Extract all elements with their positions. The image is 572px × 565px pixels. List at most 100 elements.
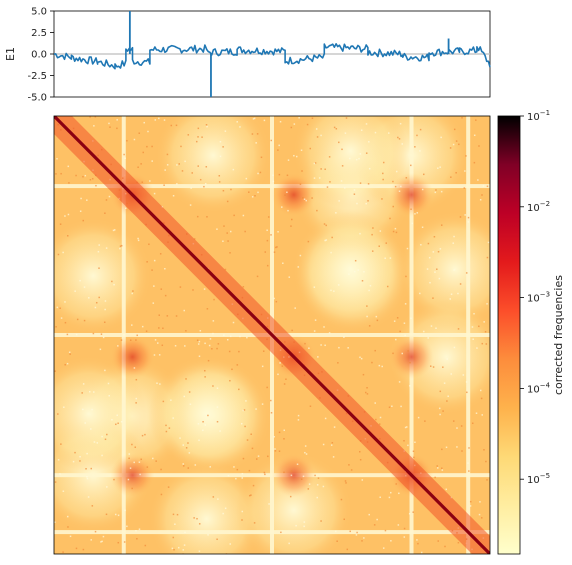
heatmap-pixel xyxy=(253,117,256,120)
heatmap-pixel xyxy=(151,160,153,162)
heatmap-pixel xyxy=(403,322,406,324)
heatmap-pixel xyxy=(95,184,97,187)
heatmap-pixel xyxy=(196,517,198,520)
heatmap-pixel xyxy=(245,177,248,180)
heatmap-pixel xyxy=(62,490,65,493)
heatmap-diagonal xyxy=(54,116,490,554)
heatmap-pixel xyxy=(278,173,281,176)
heatmap-pixel xyxy=(419,150,421,152)
heatmap-pixel xyxy=(409,385,411,387)
heatmap-pixel xyxy=(219,430,221,432)
heatmap-pixel xyxy=(173,548,175,551)
heatmap-pixel xyxy=(320,134,322,137)
heatmap-pixel xyxy=(444,545,446,548)
heatmap-pixel xyxy=(456,446,458,448)
e1-panel: 5.0 2.5 0.0 -2.5 -5.0 E1 xyxy=(4,7,491,104)
heatmap-pixel xyxy=(160,288,163,290)
heatmap-pixel xyxy=(79,279,81,282)
heatmap-pixel xyxy=(366,387,368,389)
heatmap-pixel xyxy=(303,521,306,523)
heatmap-pixel xyxy=(371,250,374,252)
heatmap-pixel xyxy=(176,513,179,516)
heatmap-pixel xyxy=(183,309,185,312)
heatmap-pixel xyxy=(261,403,264,405)
heatmap-pixel xyxy=(131,443,133,446)
heatmap-pixel xyxy=(440,136,442,139)
heatmap-pixel xyxy=(141,325,144,328)
heatmap-pixel xyxy=(222,189,225,192)
heatmap-pixel xyxy=(458,143,460,146)
heatmap-pixel xyxy=(229,335,232,338)
heatmap-pixel xyxy=(263,471,266,474)
heatmap-pixel xyxy=(149,180,151,182)
heatmap-pixel xyxy=(379,416,382,419)
heatmap-pixel xyxy=(266,239,269,242)
heatmap-pixel xyxy=(317,356,319,358)
heatmap-pixel xyxy=(374,402,376,404)
heatmap-pixel xyxy=(251,133,254,135)
heatmap-pixel xyxy=(248,469,251,472)
heatmap-pixel xyxy=(423,330,425,333)
heatmap-pixel xyxy=(315,128,318,130)
heatmap-pixel xyxy=(275,246,277,249)
heatmap-pixel xyxy=(222,240,224,242)
heatmap-pixel xyxy=(414,441,416,444)
heatmap-pixel xyxy=(272,174,274,177)
heatmap-pixel xyxy=(356,531,358,534)
heatmap-pixel xyxy=(388,406,391,409)
heatmap-pixel xyxy=(153,259,156,262)
heatmap-pixel xyxy=(204,424,207,426)
heatmap-pixel xyxy=(94,530,97,533)
heatmap-pixel xyxy=(235,477,237,480)
heatmap-pixel xyxy=(133,461,135,464)
heatmap-pixel xyxy=(313,177,316,179)
heatmap-pixel xyxy=(404,334,406,337)
heatmap-pixel xyxy=(116,414,119,417)
heatmap-pixel xyxy=(204,376,206,378)
heatmap-pixel xyxy=(74,290,76,292)
heatmap-pixel xyxy=(300,478,303,480)
heatmap-pixel xyxy=(392,230,395,233)
heatmap-pixel xyxy=(127,478,130,481)
heatmap-pixel xyxy=(404,426,407,429)
heatmap-pixel xyxy=(162,400,165,403)
heatmap-pixel xyxy=(313,286,316,288)
heatmap-pixel xyxy=(98,244,100,246)
heatmap-depleted-region xyxy=(54,217,152,334)
heatmap-pixel xyxy=(103,321,106,324)
heatmap-pixel xyxy=(302,197,304,199)
heatmap-pixel xyxy=(471,422,474,425)
heatmap-pixel xyxy=(153,285,155,287)
heatmap-pixel xyxy=(91,408,93,411)
heatmap-pixel xyxy=(478,145,480,147)
heatmap-pixel xyxy=(98,296,100,299)
heatmap-pixel xyxy=(282,262,284,264)
heatmap-pixel xyxy=(198,439,200,442)
heatmap-pixel xyxy=(126,525,128,528)
heatmap-pixel xyxy=(335,128,338,130)
heatmap-pixel xyxy=(353,189,356,191)
heatmap-pixel xyxy=(213,298,215,301)
heatmap-pixel xyxy=(356,202,358,205)
heatmap-pixel xyxy=(216,420,219,423)
heatmap-pixel xyxy=(296,463,299,466)
heatmap-pixel xyxy=(145,330,148,332)
heatmap-pixel xyxy=(182,465,185,467)
heatmap-pixel xyxy=(437,467,439,469)
heatmap-matrix xyxy=(54,116,490,554)
heatmap-pixel xyxy=(438,407,441,410)
heatmap-pixel xyxy=(273,297,275,300)
heatmap-pixel xyxy=(242,214,245,217)
heatmap-pixel xyxy=(204,369,206,372)
heatmap-pixel xyxy=(90,428,92,430)
heatmap-pixel xyxy=(320,520,322,522)
heatmap-pixel xyxy=(254,195,256,197)
heatmap-pixel xyxy=(408,512,411,515)
heatmap-pixel xyxy=(208,344,211,347)
heatmap-pixel xyxy=(372,227,374,229)
heatmap-pixel xyxy=(111,418,113,421)
heatmap-pixel xyxy=(189,204,192,206)
heatmap-pixel xyxy=(480,517,483,519)
heatmap-pixel xyxy=(409,361,411,364)
heatmap-pixel xyxy=(129,339,132,341)
